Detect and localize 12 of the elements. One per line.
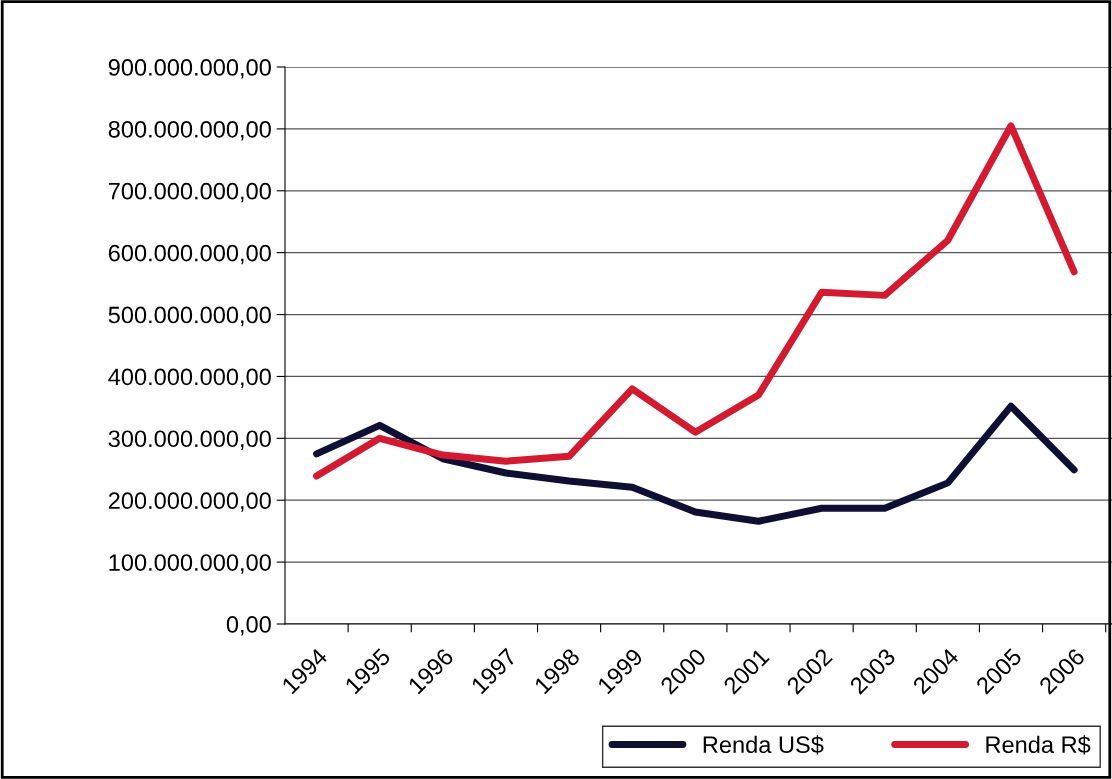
y-tick-label: 300.000.000,00 xyxy=(108,430,271,450)
y-tick-label: 400.000.000,00 xyxy=(108,368,271,389)
y-tick-label: 700.000.000,00 xyxy=(108,182,271,203)
y-tick-label: 800.000.000,00 xyxy=(108,120,271,141)
y-tick-label: 600.000.000,00 xyxy=(108,244,271,265)
legend-label: Renda US$ xyxy=(703,735,824,755)
y-tick-label: 200.000.000,00 xyxy=(108,492,271,512)
y-tick-label: 0,00 xyxy=(226,616,271,636)
legend-label: Renda R$ xyxy=(986,735,1091,755)
y-tick-label: 900.000.000,00 xyxy=(108,59,271,79)
y-tick-label: 500.000.000,00 xyxy=(108,306,271,327)
y-tick-label: 100.000.000,00 xyxy=(109,554,271,574)
